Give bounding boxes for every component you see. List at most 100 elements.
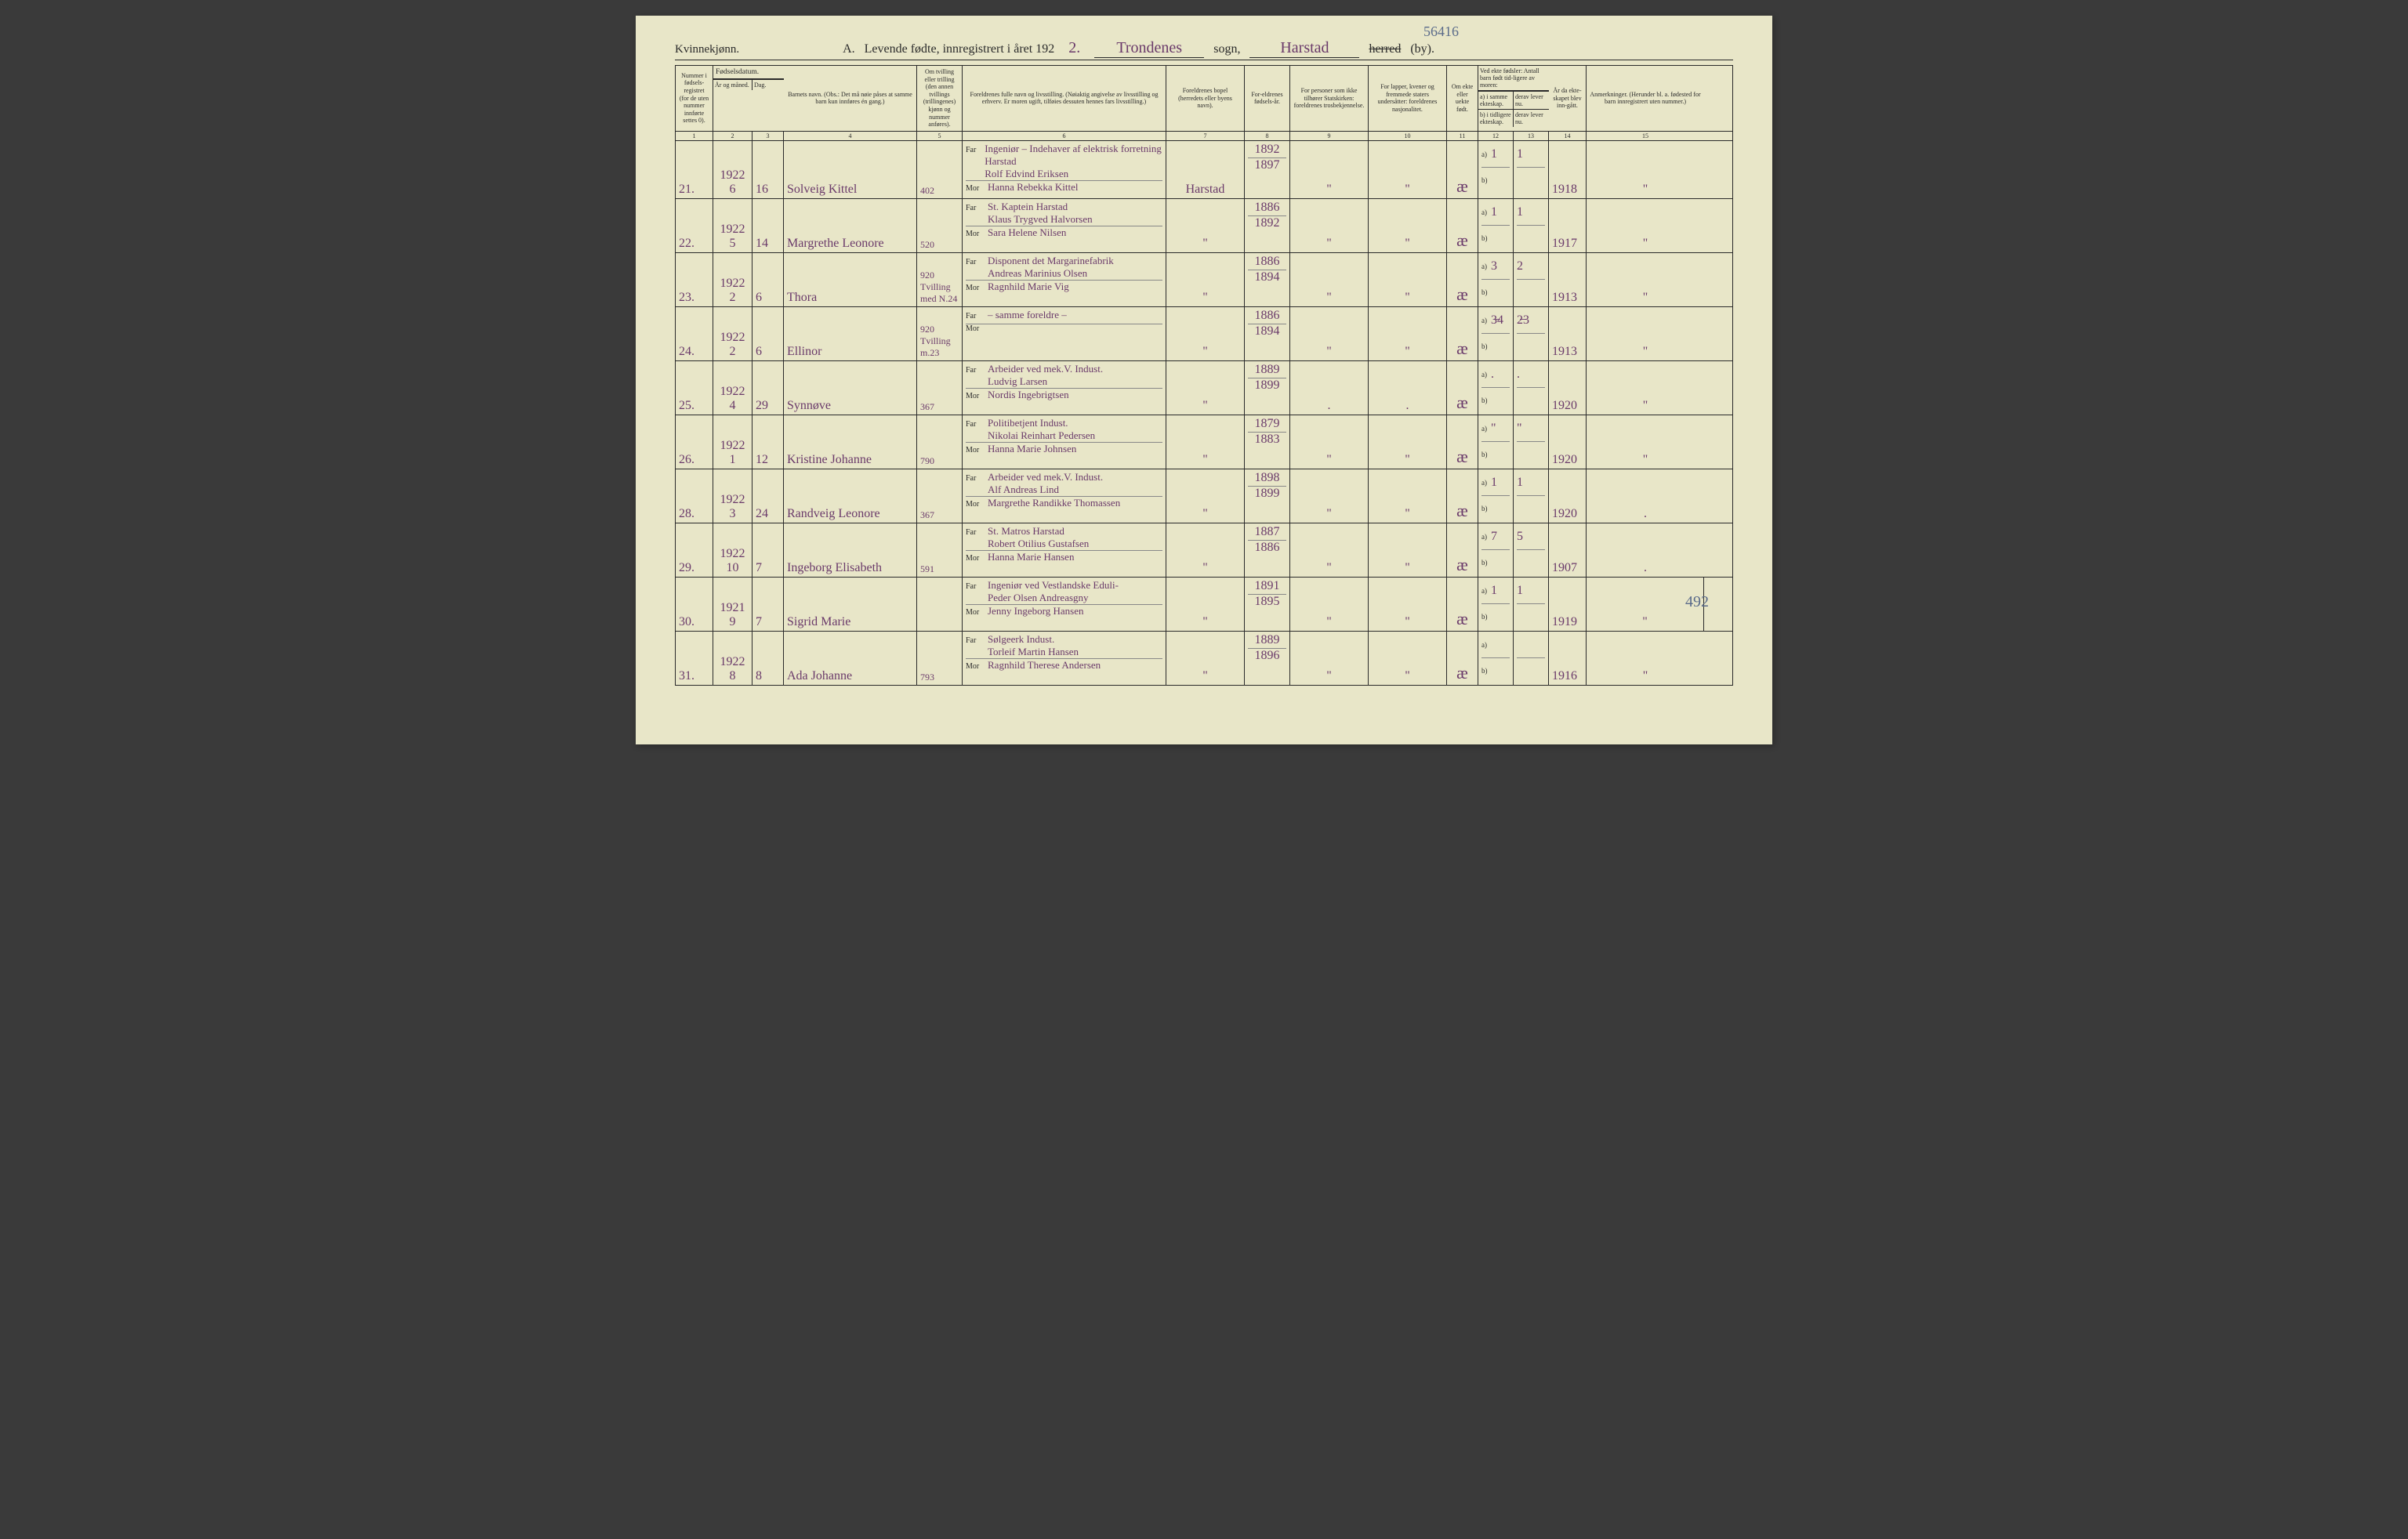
- far-label: Far: [966, 146, 981, 154]
- cell-birth-years: 1886 1892: [1245, 199, 1290, 252]
- cell-anm: .: [1587, 523, 1704, 577]
- cell-12: a)" b): [1478, 415, 1514, 469]
- table-row: 29. 192210 7 Ingeborg Elisabeth 591 FarS…: [676, 523, 1732, 578]
- cell-tros: ": [1290, 199, 1369, 252]
- far-name: – samme foreldre –: [988, 309, 1067, 321]
- cell-13: 1: [1514, 199, 1549, 252]
- mor-name: Hanna Marie Hansen: [988, 551, 1074, 563]
- cell-num: 26.: [676, 415, 713, 469]
- mor-label: Mor: [966, 554, 985, 563]
- cell-ekte: æ: [1447, 141, 1478, 198]
- col-header-12b: b) i tidligere ekteskap.: [1478, 110, 1514, 127]
- cell-year-month: 19223: [713, 469, 752, 523]
- mor-label: Mor: [966, 500, 985, 509]
- col-num: 2: [713, 132, 752, 140]
- col-header-12-13-group: Ved ekte fødsler: Antall barn født tid-l…: [1478, 66, 1549, 131]
- cell-bopel: ": [1166, 253, 1245, 306]
- mor-name: Nordis Ingebrigtsen: [988, 389, 1069, 401]
- col-num: 14: [1549, 132, 1587, 140]
- mor-label: Mor: [966, 324, 985, 333]
- mor-name: Margrethe Randikke Thomassen: [988, 497, 1120, 509]
- far-label: Far: [966, 204, 985, 212]
- cell-twin: 402: [917, 141, 963, 198]
- section-letter: A.: [843, 42, 855, 56]
- cell-child-name: Ellinor: [784, 307, 917, 360]
- sogn-label: sogn,: [1213, 42, 1240, 56]
- cell-ekteaar: 1918: [1549, 141, 1587, 198]
- col-num: 7: [1166, 132, 1245, 140]
- table-row: 31. 19228 8 Ada Johanne 793 FarSølgeerk …: [676, 632, 1732, 685]
- cell-year-month: 19226: [713, 141, 752, 198]
- cell-ekte: æ: [1447, 578, 1478, 631]
- table-row: 21. 19226 16 Solveig Kittel 402 FarIngen…: [676, 141, 1732, 199]
- col-num: 8: [1245, 132, 1290, 140]
- cell-day: 14: [752, 199, 784, 252]
- cell-num: 28.: [676, 469, 713, 523]
- cell-year-month: 19221: [713, 415, 752, 469]
- cell-num: 21.: [676, 141, 713, 198]
- cell-ekte: æ: [1447, 523, 1478, 577]
- mor-name: Jenny Ingeborg Hansen: [988, 605, 1084, 617]
- col-num: 12: [1478, 132, 1514, 140]
- cell-num: 22.: [676, 199, 713, 252]
- col-header-2-3-group: Fødselsdatum. År og måned. Dag.: [713, 66, 784, 131]
- cell-day: 8: [752, 632, 784, 685]
- col-header-9: For personer som ikke tilhører Statskirk…: [1290, 66, 1369, 131]
- far-label: Far: [966, 582, 985, 591]
- cell-ekteaar: 1920: [1549, 361, 1587, 415]
- cell-day: 7: [752, 523, 784, 577]
- col-num: 10: [1369, 132, 1447, 140]
- far-name: Politibetjent Indust. Nikolai Reinhart P…: [988, 417, 1095, 442]
- cell-ekteaar: 1913: [1549, 253, 1587, 306]
- cell-twin: 367: [917, 469, 963, 523]
- cell-anm: .: [1587, 469, 1704, 523]
- col-header-10: For lapper, kvener og fremmede staters u…: [1369, 66, 1447, 131]
- cell-num: 31.: [676, 632, 713, 685]
- col-header-14: År da ekte-skapet blev inn-gått.: [1549, 66, 1587, 131]
- cell-13: 1: [1514, 578, 1549, 631]
- cell-ekteaar: 1916: [1549, 632, 1587, 685]
- cell-nasj: ": [1369, 307, 1447, 360]
- mor-name: Ragnhild Therese Andersen: [988, 659, 1101, 672]
- far-label: Far: [966, 420, 985, 429]
- register-page: 56416 Kvinnekjønn. A. Levende fødte, inn…: [636, 16, 1772, 744]
- cell-nasj: .: [1369, 361, 1447, 415]
- cell-twin: 790: [917, 415, 963, 469]
- cell-parents: FarArbeider ved mek.V. Indust. Alf Andre…: [963, 469, 1166, 523]
- col-header-15: Anmerkninger. (Herunder bl. a. fødested …: [1587, 66, 1704, 131]
- cell-year-month: 192210: [713, 523, 752, 577]
- cell-12: a)3 b): [1478, 253, 1514, 306]
- col-header-13b: derav lever nu.: [1514, 110, 1549, 127]
- col-header-11: Om ekte eller uekte født.: [1447, 66, 1478, 131]
- cell-13: ": [1514, 415, 1549, 469]
- cell-13: 2̶3: [1514, 307, 1549, 360]
- cell-day: 16: [752, 141, 784, 198]
- cell-tros: ": [1290, 415, 1369, 469]
- cell-twin: 367: [917, 361, 963, 415]
- cell-12: a)1 b): [1478, 578, 1514, 631]
- cell-twin: 520: [917, 199, 963, 252]
- cell-bopel: ": [1166, 632, 1245, 685]
- far-label: Far: [966, 474, 985, 483]
- col-header-ekte-fodsler: Ved ekte fødsler: Antall barn født tid-l…: [1478, 66, 1549, 91]
- mor-label: Mor: [966, 184, 985, 193]
- mor-name: Hanna Rebekka Kittel: [988, 181, 1079, 194]
- col-num: 1: [676, 132, 713, 140]
- year-suffix: 2.: [1064, 39, 1085, 57]
- table-row: 30. 19219 7 Sigrid Marie FarIngeniør ved…: [676, 578, 1732, 632]
- title-main: Levende fødte, innregistrert i året 192: [865, 42, 1055, 56]
- cell-tros: ": [1290, 523, 1369, 577]
- page-header: Kvinnekjønn. A. Levende fødte, innregist…: [675, 39, 1733, 60]
- cell-parents: FarIngeniør ved Vestlandske Eduli- Peder…: [963, 578, 1166, 631]
- col-num: 15: [1587, 132, 1704, 140]
- cell-num: 24.: [676, 307, 713, 360]
- cell-ekteaar: 1919: [1549, 578, 1587, 631]
- cell-bopel: ": [1166, 415, 1245, 469]
- cell-twin: [917, 578, 963, 631]
- cell-nasj: ": [1369, 632, 1447, 685]
- far-name: St. Matros Harstad Robert Otilius Gustaf…: [988, 525, 1089, 550]
- cell-child-name: Sigrid Marie: [784, 578, 917, 631]
- cell-13: [1514, 632, 1549, 685]
- cell-13: 2: [1514, 253, 1549, 306]
- far-label: Far: [966, 312, 985, 320]
